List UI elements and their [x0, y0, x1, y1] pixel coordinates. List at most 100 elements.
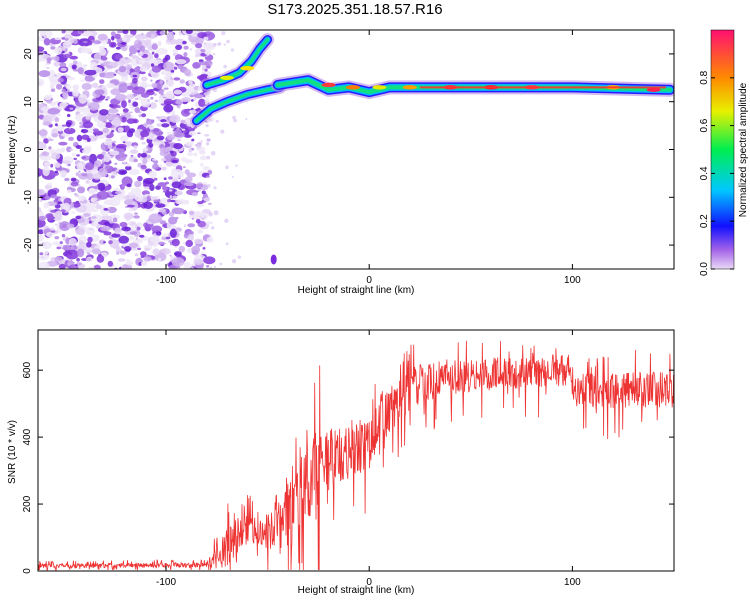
x-tick-label: 0: [366, 275, 372, 286]
noise-speckle: [151, 82, 158, 89]
noise-speckle: [114, 162, 118, 165]
noise-speckle: [195, 43, 203, 49]
noise-speckle: [54, 256, 63, 262]
noise-speckle: [64, 38, 69, 41]
noise-speckle: [181, 157, 187, 162]
noise-speckle: [57, 77, 64, 83]
noise-speckle: [109, 150, 120, 156]
noise-speckle: [104, 122, 113, 128]
noise-speckle: [197, 32, 208, 39]
noise-speckle: [110, 104, 118, 109]
noise-speckle: [94, 160, 102, 168]
noise-speckle: [103, 241, 106, 244]
noise-speckle: [141, 92, 150, 98]
noise-speckle: [156, 116, 160, 119]
noise-speckle: [73, 85, 79, 90]
noise-speckle: [204, 134, 210, 137]
noise-speckle: [68, 76, 75, 81]
noise-speckle: [38, 188, 46, 196]
noise-speckle: [134, 33, 148, 40]
signal-hotspot: [321, 82, 336, 88]
noise-speckle: [81, 83, 93, 90]
colorbar-tick-label: 0.6: [699, 118, 710, 132]
noise-speckle: [185, 158, 190, 164]
spectrogram-ylabel: Frequency (Hz): [7, 116, 18, 185]
noise-speckle: [62, 47, 65, 51]
noise-speckle: [188, 148, 193, 153]
noise-speckle: [66, 223, 75, 229]
noise-speckle: [50, 209, 56, 213]
noise-speckle: [191, 138, 195, 142]
noise-speckle: [224, 218, 229, 223]
noise-speckle: [69, 148, 74, 151]
noise-speckle: [92, 130, 104, 136]
noise-speckle: [148, 213, 163, 224]
noise-speckle: [76, 257, 80, 262]
noise-speckle: [91, 216, 97, 219]
noise-speckle: [193, 93, 204, 99]
noise-speckle: [153, 199, 160, 203]
noise-speckle: [100, 56, 108, 61]
noise-speckle: [71, 64, 77, 70]
noise-speckle: [59, 241, 63, 245]
noise-speckle: [131, 86, 146, 95]
noise-speckle: [143, 184, 147, 187]
noise-speckle: [160, 119, 167, 123]
noise-speckle: [108, 108, 119, 114]
noise-speckle: [112, 146, 117, 150]
noise-speckle: [213, 186, 217, 190]
noise-speckle: [124, 57, 129, 60]
noise-speckle: [59, 62, 67, 68]
noise-speckle: [171, 238, 180, 247]
noise-speckle: [41, 151, 50, 157]
noise-speckle: [50, 79, 60, 86]
y-tick-label: 600: [22, 361, 33, 378]
noise-speckle: [38, 141, 47, 150]
noise-speckle: [177, 64, 184, 70]
noise-speckle: [61, 234, 66, 238]
noise-speckle: [82, 64, 88, 67]
noise-speckle: [209, 266, 213, 269]
noise-speckle: [151, 225, 163, 234]
noise-speckle: [54, 170, 59, 174]
noise-speckle: [166, 31, 175, 41]
noise-speckle: [173, 66, 178, 70]
noise-speckle: [194, 238, 204, 245]
noise-speckle: [126, 65, 132, 70]
noise-speckle: [226, 39, 230, 44]
noise-speckle: [159, 147, 170, 153]
snr-series-line: [38, 340, 674, 571]
noise-speckle: [110, 88, 122, 96]
noise-speckle: [147, 84, 152, 88]
noise-speckle: [150, 79, 153, 82]
noise-speckle: [140, 261, 148, 267]
noise-speckle: [138, 97, 144, 101]
noise-speckle: [143, 122, 148, 127]
noise-speckle: [198, 150, 206, 154]
noise-speckle: [141, 32, 144, 36]
noise-speckle: [184, 181, 194, 187]
noise-speckle: [93, 40, 102, 44]
noise-speckle: [116, 46, 121, 50]
noise-speckle: [93, 185, 99, 190]
noise-speckle: [68, 127, 71, 130]
noise-speckle: [173, 246, 178, 248]
noise-speckle: [191, 217, 194, 220]
noise-speckle: [87, 266, 95, 269]
isolated-spot: [270, 254, 277, 265]
colorbar: 0.0 0.2 0.4 0.6 0.8 Normalized spectral ampl…: [699, 29, 749, 276]
noise-speckle: [129, 231, 138, 235]
y-tick-label: -20: [23, 237, 34, 252]
noise-speckle: [103, 208, 109, 211]
noise-speckle: [88, 220, 92, 224]
noise-speckle: [99, 109, 109, 116]
noise-speckle: [104, 221, 111, 226]
noise-speckle: [90, 197, 98, 202]
noise-speckle: [143, 201, 154, 209]
noise-speckle: [67, 189, 72, 194]
noise-speckle: [199, 155, 207, 161]
y-tick-label: 400: [22, 428, 33, 445]
noise-speckle: [76, 154, 80, 157]
noise-speckle: [175, 227, 182, 232]
noise-speckle: [50, 88, 56, 92]
